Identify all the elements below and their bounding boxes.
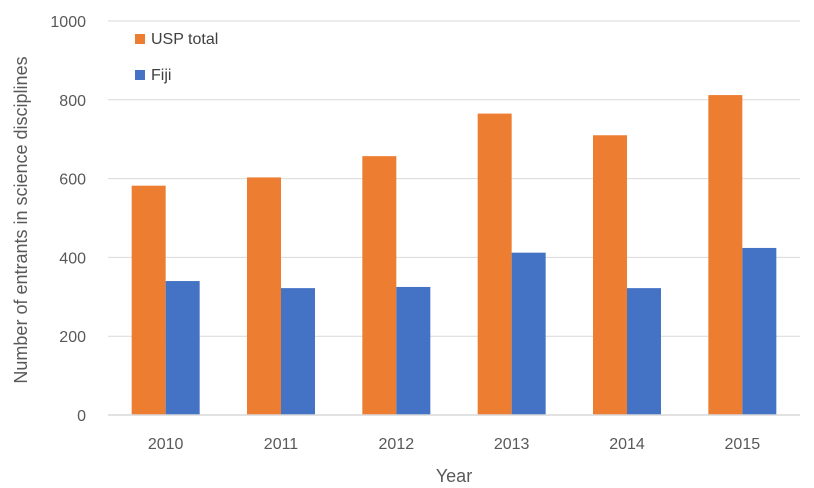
- y-tick-label: 200: [59, 329, 86, 346]
- x-tick-label: 2011: [264, 436, 299, 453]
- bar-usp-total-2012: [362, 156, 397, 415]
- bar-usp-total-2011: [247, 177, 281, 415]
- bar-fiji-2011: [281, 288, 315, 415]
- x-tick-label: 2014: [609, 436, 645, 453]
- x-tick-labels: 2010 2011 2012 2013 2014 2015: [148, 436, 760, 453]
- bar-usp-total-2010: [131, 185, 166, 415]
- legend-swatch: [135, 70, 145, 80]
- bar-fiji-2012: [396, 286, 431, 415]
- legend: USP total Fiji: [135, 31, 218, 84]
- y-tick-label: 800: [59, 93, 86, 110]
- bar-usp-total-2013: [477, 113, 512, 415]
- legend-swatch: [135, 34, 145, 44]
- y-tick-label: 1000: [50, 14, 86, 31]
- x-tick-label: 2013: [494, 436, 530, 453]
- y-axis-title: Number of entrants in science discipline…: [11, 56, 31, 383]
- bar-fiji-2015: [742, 247, 777, 415]
- legend-label: Fiji: [151, 67, 171, 84]
- x-axis-title: Year: [436, 466, 472, 486]
- y-tick-label: 600: [59, 172, 86, 189]
- x-tick-label: 2012: [379, 436, 415, 453]
- bar-fiji-2013: [511, 252, 546, 415]
- legend-label: USP total: [151, 31, 218, 48]
- bar-usp-total-2014: [593, 135, 627, 415]
- y-tick-labels: 0 200 400 600 800 1000: [50, 14, 86, 425]
- bar-fiji-2014: [627, 288, 661, 415]
- bar-usp-total-2015: [708, 95, 743, 416]
- bar-fiji-2010: [165, 281, 200, 415]
- bars: [131, 95, 777, 416]
- y-tick-label: 400: [59, 250, 86, 267]
- gridlines: [108, 20, 800, 337]
- x-tick-label: 2015: [725, 436, 761, 453]
- x-tick-label: 2010: [148, 436, 184, 453]
- y-tick-label: 0: [77, 408, 86, 425]
